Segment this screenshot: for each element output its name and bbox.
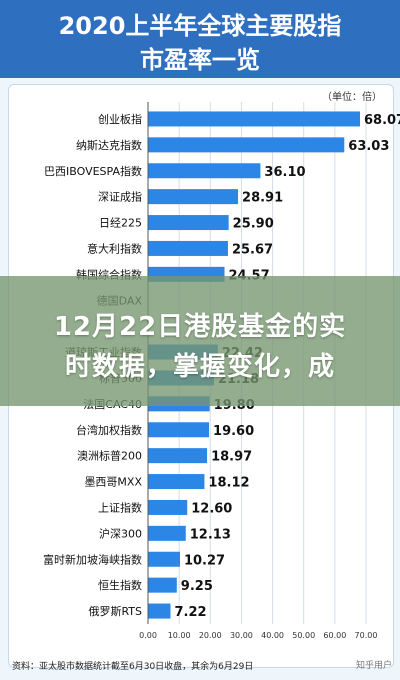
bar-value-label: 19.60 xyxy=(213,424,254,439)
bar xyxy=(148,603,171,619)
bar-value-label: 12.60 xyxy=(191,501,232,516)
bar-value-label: 12.13 xyxy=(190,527,231,542)
bar-value-label: 28.91 xyxy=(242,191,283,206)
chart-title-line1: 2020上半年全球主要股指 xyxy=(58,12,342,40)
category-label: 台湾加权指数 xyxy=(76,423,142,437)
category-label: 沪深300 xyxy=(99,526,142,540)
x-tick-label: 30.00 xyxy=(230,631,253,640)
watermark: 知乎用户 xyxy=(355,661,392,671)
bar xyxy=(148,137,345,153)
overlay-text-line2: 时数据，掌握变化，成 xyxy=(64,352,335,382)
category-label: 富时新加坡海峡指数 xyxy=(43,552,142,566)
x-tick-label: 10.00 xyxy=(168,631,191,640)
bar xyxy=(148,525,186,541)
x-tick-label: 50.00 xyxy=(292,631,315,640)
category-label: 恒生指数 xyxy=(98,578,142,592)
category-label: 创业板指 xyxy=(98,112,142,126)
overlay-text-line1: 12月22日港股基金的实 xyxy=(53,312,347,342)
category-label: 日经225 xyxy=(99,217,142,230)
bar-value-label: 18.12 xyxy=(208,476,249,491)
bar xyxy=(148,448,208,464)
x-tick-label: 70.00 xyxy=(355,631,378,640)
bar xyxy=(148,499,188,515)
header-banner: 2020上半年全球主要股指 市盈率一览 xyxy=(0,0,400,78)
bar xyxy=(148,111,360,127)
bar xyxy=(148,474,205,490)
headline-overlay: 12月22日港股基金的实 时数据，掌握变化，成 xyxy=(0,276,400,406)
bar xyxy=(148,163,261,179)
bar-value-label: 68.07 xyxy=(364,113,400,128)
category-label: 深证成指 xyxy=(98,190,142,204)
category-label: 俄罗斯RTS xyxy=(88,605,142,618)
bar-value-label: 9.25 xyxy=(181,579,213,594)
category-label: 纳斯达克指数 xyxy=(76,138,142,152)
bar-value-label: 36.10 xyxy=(264,165,305,180)
bar xyxy=(148,577,177,593)
bar-value-label: 63.03 xyxy=(348,139,389,154)
bar-value-label: 18.97 xyxy=(211,450,252,465)
bar-value-label: 25.90 xyxy=(233,217,274,232)
category-label: 墨西哥MXX xyxy=(84,476,142,489)
unit-label: （单位：倍） xyxy=(322,92,382,103)
x-tick-label: 20.00 xyxy=(199,631,222,640)
x-tick-label: 60.00 xyxy=(323,631,346,640)
bar xyxy=(148,215,229,231)
bar-value-label: 25.67 xyxy=(232,242,273,257)
bar xyxy=(148,422,210,438)
source-note: 资料：亚太股市数据统计截至6月30日收盘，其余为6月29日 xyxy=(12,662,254,672)
bar-value-label: 10.27 xyxy=(184,553,225,568)
bar-value-label: 7.22 xyxy=(174,605,206,620)
category-label: 意大利指数 xyxy=(87,241,142,255)
category-label: 上证指数 xyxy=(98,500,142,514)
x-tick-label: 40.00 xyxy=(261,631,284,640)
category-label: 巴西IBOVESPA指数 xyxy=(44,164,142,178)
bar xyxy=(148,240,228,256)
x-tick-label: 0.00 xyxy=(139,631,157,640)
bar xyxy=(148,551,180,567)
chart-title-line2: 市盈率一览 xyxy=(140,46,260,74)
bar xyxy=(148,189,239,205)
category-label: 澳洲标普200 xyxy=(77,449,142,463)
